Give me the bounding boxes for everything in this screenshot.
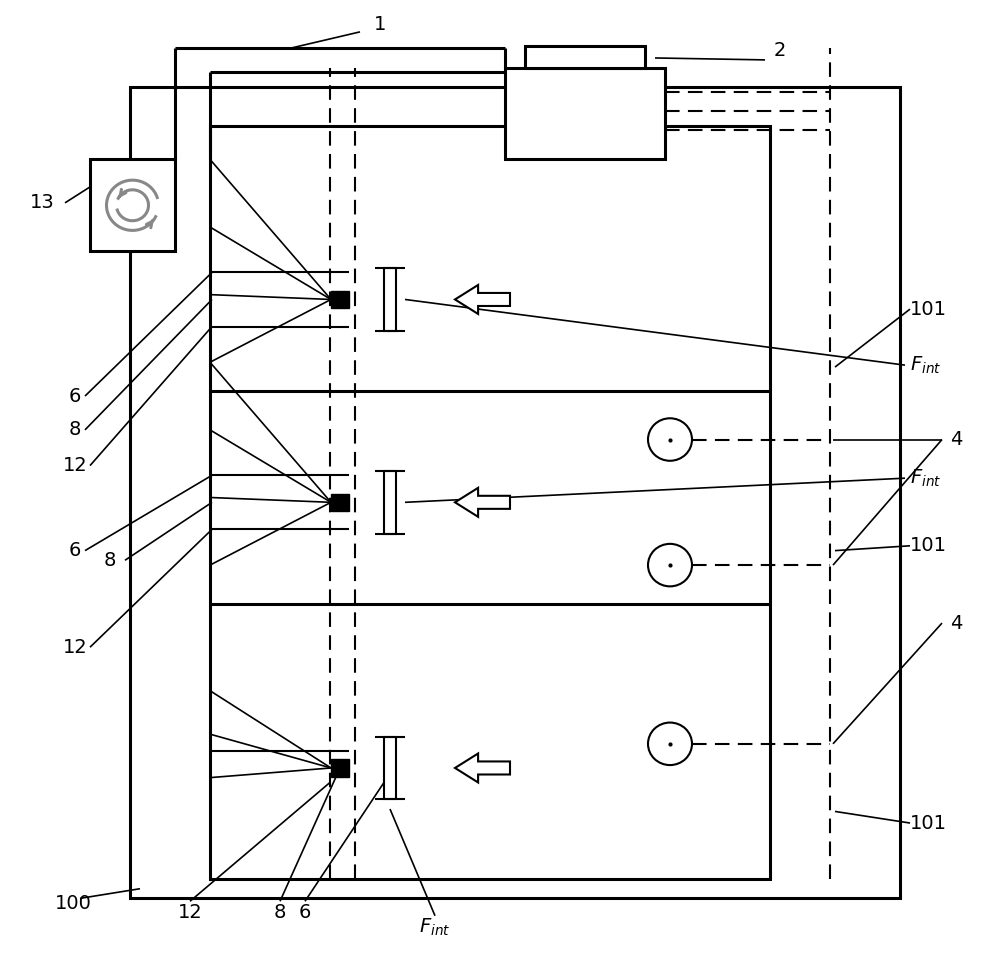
Text: 6: 6 bbox=[69, 541, 81, 560]
Text: 101: 101 bbox=[910, 813, 947, 833]
Bar bbox=[210, 126, 770, 879]
Bar bbox=[90, 159, 175, 251]
Polygon shape bbox=[455, 285, 510, 314]
Text: $F_{int}$: $F_{int}$ bbox=[910, 468, 941, 489]
Text: 8: 8 bbox=[274, 903, 286, 923]
Text: 12: 12 bbox=[178, 903, 202, 923]
Bar bbox=[525, 46, 645, 68]
Polygon shape bbox=[455, 753, 510, 782]
Text: 6: 6 bbox=[299, 903, 311, 923]
Text: 101: 101 bbox=[910, 299, 947, 319]
Bar bbox=[331, 494, 349, 511]
Text: $F_{int}$: $F_{int}$ bbox=[910, 355, 941, 376]
Text: 101: 101 bbox=[910, 536, 947, 555]
Text: 12: 12 bbox=[63, 638, 87, 657]
Bar bbox=[384, 736, 396, 800]
Bar bbox=[331, 291, 349, 308]
Bar bbox=[130, 87, 900, 898]
Text: 100: 100 bbox=[55, 894, 92, 913]
Bar bbox=[384, 268, 396, 330]
Text: $F_{int}$: $F_{int}$ bbox=[419, 917, 451, 938]
Text: 6: 6 bbox=[69, 386, 81, 406]
Text: 4: 4 bbox=[950, 613, 962, 633]
Bar bbox=[384, 470, 396, 533]
Polygon shape bbox=[455, 488, 510, 517]
Text: 1: 1 bbox=[374, 14, 386, 34]
Bar bbox=[331, 759, 349, 777]
Text: 2: 2 bbox=[774, 41, 786, 60]
Text: 4: 4 bbox=[950, 430, 962, 449]
Text: 8: 8 bbox=[69, 420, 81, 440]
Text: 8: 8 bbox=[104, 551, 116, 570]
Text: 13: 13 bbox=[30, 193, 55, 213]
Text: 12: 12 bbox=[63, 456, 87, 475]
Bar bbox=[505, 68, 665, 159]
